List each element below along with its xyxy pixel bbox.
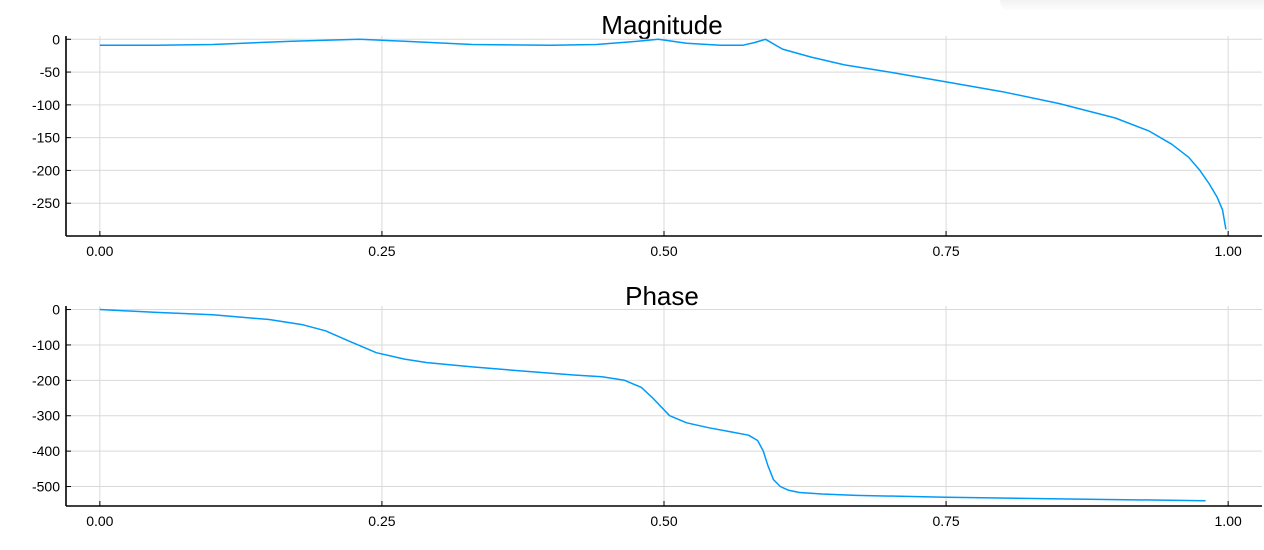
phase-ytick-label: 0 (52, 302, 60, 318)
phase-ytick-label: -100 (32, 337, 60, 353)
magnitude-xtick-label: 0.00 (86, 243, 113, 259)
phase-ytick-label: -300 (32, 408, 60, 424)
magnitude-ticks: 0.00 0.25 0.50 0.75 1.00 0 -50 -100 -150 -200 -250 (32, 31, 1242, 259)
magnitude-ytick-label: -200 (32, 162, 60, 178)
phase-ticks: 0.00 0.25 0.50 0.75 1.00 0 -100 -200 -300 -400 -50… (32, 302, 1242, 529)
magnitude-xtick-label: 1.00 (1215, 243, 1242, 259)
magnitude-ytick-label: -100 (32, 97, 60, 113)
magnitude-ytick-label: -250 (32, 195, 60, 211)
magnitude-grid (66, 36, 1262, 236)
phase-xtick-label: 0.50 (650, 513, 677, 529)
magnitude-xtick-label: 0.75 (932, 243, 959, 259)
magnitude-ytick-label: -150 (32, 130, 60, 146)
phase-xtick-label: 0.00 (86, 513, 113, 529)
phase-series-line (99, 308, 1206, 502)
phase-xtick-label: 0.25 (368, 513, 395, 529)
magnitude-xtick-label: 0.25 (368, 243, 395, 259)
magnitude-ytick-label: 0 (52, 31, 60, 47)
phase-xtick-label: 0.75 (932, 513, 959, 529)
magnitude-series-line (99, 38, 1227, 230)
phase-ytick-label: -500 (32, 479, 60, 495)
magnitude-series (99, 38, 1227, 230)
phase-series (99, 308, 1206, 502)
phase-xtick-label: 1.00 (1215, 513, 1242, 529)
phase-ytick-label: -400 (32, 443, 60, 459)
magnitude-title: Magnitude (601, 10, 722, 40)
phase-title: Phase (625, 281, 699, 311)
phase-grid (66, 306, 1262, 506)
magnitude-ytick-label: -50 (40, 64, 60, 80)
magnitude-xtick-label: 0.50 (650, 243, 677, 259)
phase-panel: Phase 0.00 0.25 0.50 0.75 1.00 0 -100 -200 -300 -… (32, 281, 1262, 529)
magnitude-panel: Magnitude 0.00 0.25 0.50 0.75 1.00 0 -50 -100 -1… (32, 10, 1262, 259)
window-edge-shadow (1000, 0, 1264, 12)
phase-ytick-label: -200 (32, 372, 60, 388)
